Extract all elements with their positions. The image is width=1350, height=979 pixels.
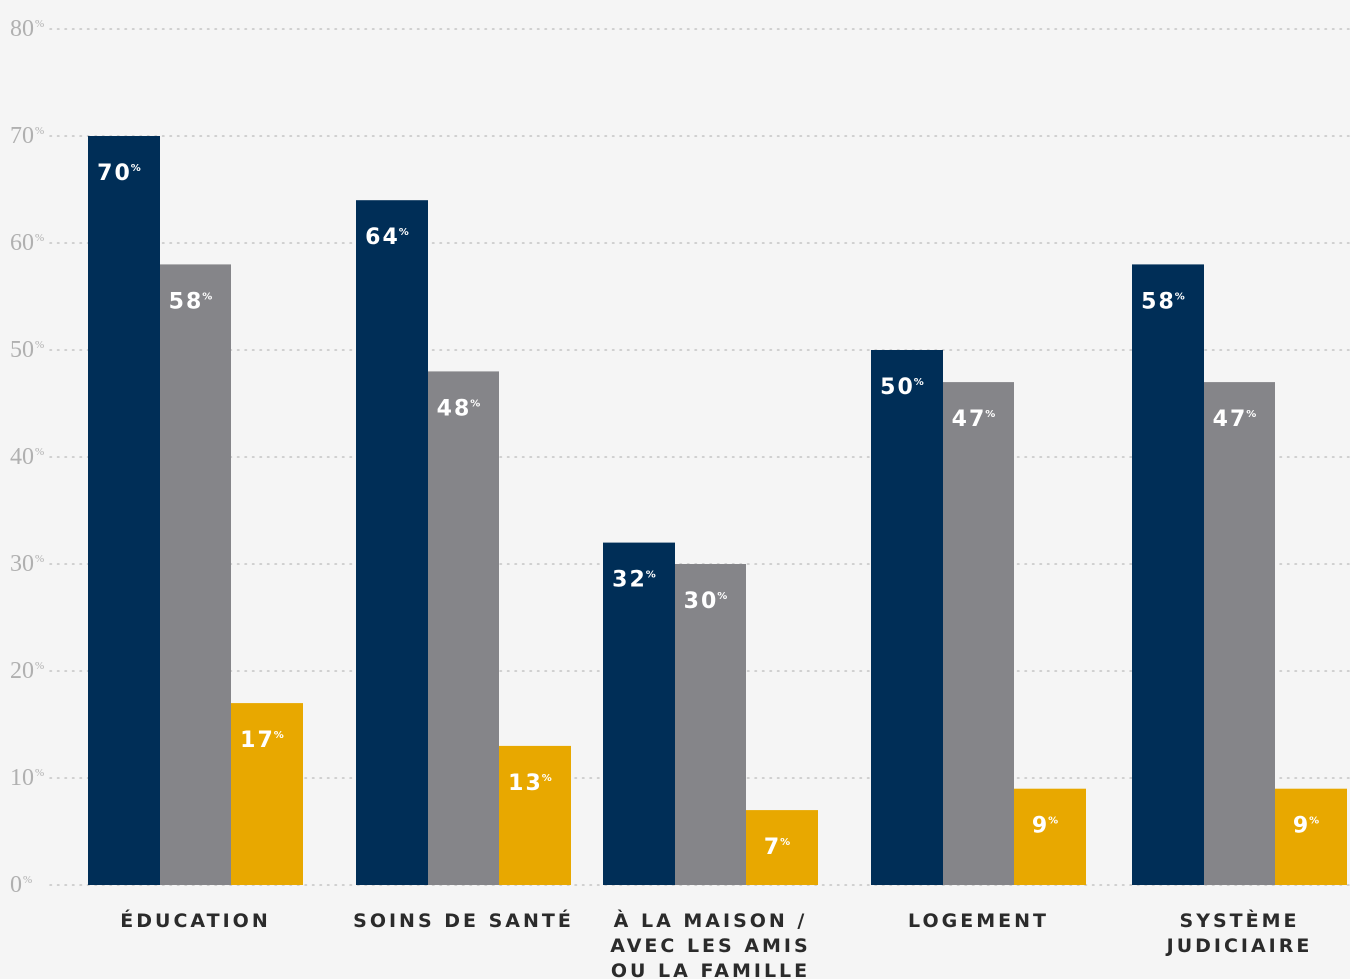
x-axis-categories: ÉDUCATION SOINS DE SANTÉ À LA MAISON / AVEC…	[120, 909, 1313, 979]
category-label: SYSTÈME	[1180, 909, 1300, 932]
bar	[603, 542, 675, 885]
category-label: ÉDUCATION	[120, 909, 270, 932]
y-tick-label: 80%	[10, 16, 44, 42]
bar-value-percent-sign: %	[646, 570, 658, 581]
y-tick-percent-sign: %	[35, 660, 44, 672]
bar-value-percent-sign: %	[131, 163, 143, 174]
y-axis-ticks: 0% 10% 20% 30% 40% 50% 60% 70% 80%	[10, 16, 44, 898]
y-tick-label: 10%	[10, 765, 44, 791]
bar	[1014, 788, 1086, 885]
category-label: AVEC LES AMIS	[610, 935, 810, 957]
y-tick-percent-sign: %	[35, 339, 44, 351]
y-tick-label: 0%	[10, 872, 32, 898]
bar-value-percent-sign: %	[1048, 816, 1060, 827]
y-tick-label: 60%	[10, 230, 44, 256]
bar-value-percent-sign: %	[542, 773, 554, 784]
bar	[428, 371, 499, 885]
y-tick-label: 20%	[10, 658, 44, 684]
bars	[88, 136, 1347, 885]
bar-value-label: 48%	[437, 396, 483, 421]
bar	[356, 200, 428, 885]
y-tick-label: 50%	[10, 337, 44, 363]
bar	[746, 810, 818, 885]
category-label: LOGEMENT	[908, 910, 1049, 932]
category-label: OU LA FAMILLE	[611, 960, 810, 979]
category-label: SOINS DE SANTÉ	[353, 909, 574, 932]
y-tick-percent-sign: %	[35, 446, 44, 458]
bar	[1204, 382, 1275, 885]
bar-value-percent-sign: %	[717, 591, 729, 602]
y-tick-label: 30%	[10, 551, 44, 577]
y-tick-percent-sign: %	[35, 553, 44, 565]
category-label: À LA MAISON /	[614, 909, 808, 932]
y-tick-percent-sign: %	[35, 125, 44, 137]
bar	[871, 350, 943, 885]
y-tick-percent-sign: %	[35, 767, 44, 779]
bar-value-percent-sign: %	[470, 398, 482, 409]
bar-value-percent-sign: %	[780, 837, 792, 848]
bar	[499, 745, 571, 885]
bar	[1132, 264, 1204, 885]
y-tick-percent-sign: %	[35, 18, 44, 30]
y-tick-label: 40%	[10, 444, 44, 470]
bar-value-labels: 70%64%32%50%58%58%48%30%47% 47%17%13%7%9%…	[97, 161, 1321, 860]
bar-value-percent-sign: %	[914, 377, 926, 388]
bar	[231, 703, 303, 885]
bar-value-percent-sign: %	[202, 291, 214, 302]
bar-value-percent-sign: %	[1309, 816, 1321, 827]
bar	[160, 264, 231, 885]
bar-value-label: 9%	[1032, 814, 1060, 839]
category-label: JUDICIAIRE	[1165, 935, 1313, 957]
y-tick-label: 70%	[10, 123, 44, 149]
bar-value-percent-sign: %	[274, 730, 286, 741]
bar-value-percent-sign: %	[1175, 291, 1187, 302]
bar-value-percent-sign: %	[985, 409, 997, 420]
bar	[675, 564, 746, 885]
bar-value-percent-sign: %	[1246, 409, 1258, 420]
y-tick-percent-sign: %	[23, 874, 32, 886]
bar	[1275, 788, 1347, 885]
bar-value-percent-sign: %	[399, 227, 411, 238]
y-tick-percent-sign: %	[35, 232, 44, 244]
bar	[88, 136, 160, 885]
bar	[943, 382, 1014, 885]
